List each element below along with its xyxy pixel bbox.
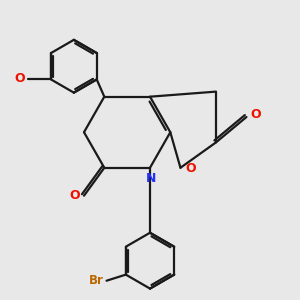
Text: O: O bbox=[250, 109, 261, 122]
Text: O: O bbox=[69, 189, 80, 202]
Text: Br: Br bbox=[89, 274, 104, 287]
Text: O: O bbox=[185, 162, 196, 175]
Text: N: N bbox=[146, 172, 156, 185]
Text: O: O bbox=[14, 72, 25, 85]
